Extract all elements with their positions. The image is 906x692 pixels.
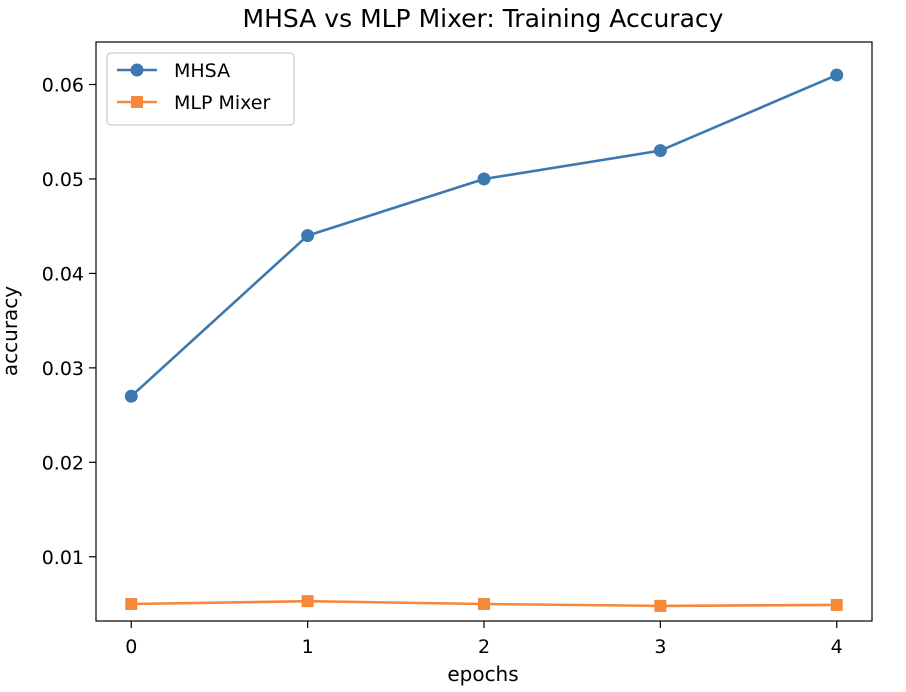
data-point-mhsa [477,172,491,186]
y-tick-label: 0.01 [42,547,84,569]
y-axis-label: accuracy [0,286,22,376]
x-tick-label: 3 [654,636,666,658]
x-tick-label: 4 [831,636,843,658]
y-tick-label: 0.06 [42,75,84,97]
data-point-mhsa [124,389,138,403]
data-point-mlp-mixer [654,599,667,612]
y-tick-label: 0.05 [42,169,84,191]
y-tick-label: 0.03 [42,358,84,380]
legend-label-mhsa: MHSA [174,60,230,82]
plot-area [95,41,873,622]
data-point-mhsa [653,144,667,158]
data-point-mhsa [301,229,315,243]
legend-marker-mlp-mixer [131,96,143,108]
legend: MHSA MLP Mixer [106,52,295,126]
data-point-mhsa [830,68,844,82]
x-tick-label: 2 [478,636,490,658]
legend-label-mlp-mixer: MLP Mixer [174,92,270,114]
series-layer [124,68,844,612]
data-point-mlp-mixer [301,595,314,608]
data-point-mlp-mixer [478,597,490,610]
y-tick-label: 0.02 [42,452,84,474]
x-axis: 0 1 2 3 4 [125,621,843,658]
x-tick-label: 0 [125,636,137,658]
chart-title: MHSA vs MLP Mixer: Training Accuracy [243,4,724,33]
y-axis: 0.01 0.02 0.03 0.04 0.05 0.06 [42,75,96,569]
data-point-mlp-mixer [830,598,843,611]
legend-marker-mhsa [130,63,144,77]
x-tick-label: 1 [302,636,314,658]
x-axis-label: epochs [447,662,518,686]
data-point-mlp-mixer [125,597,138,610]
y-tick-label: 0.04 [42,263,84,285]
